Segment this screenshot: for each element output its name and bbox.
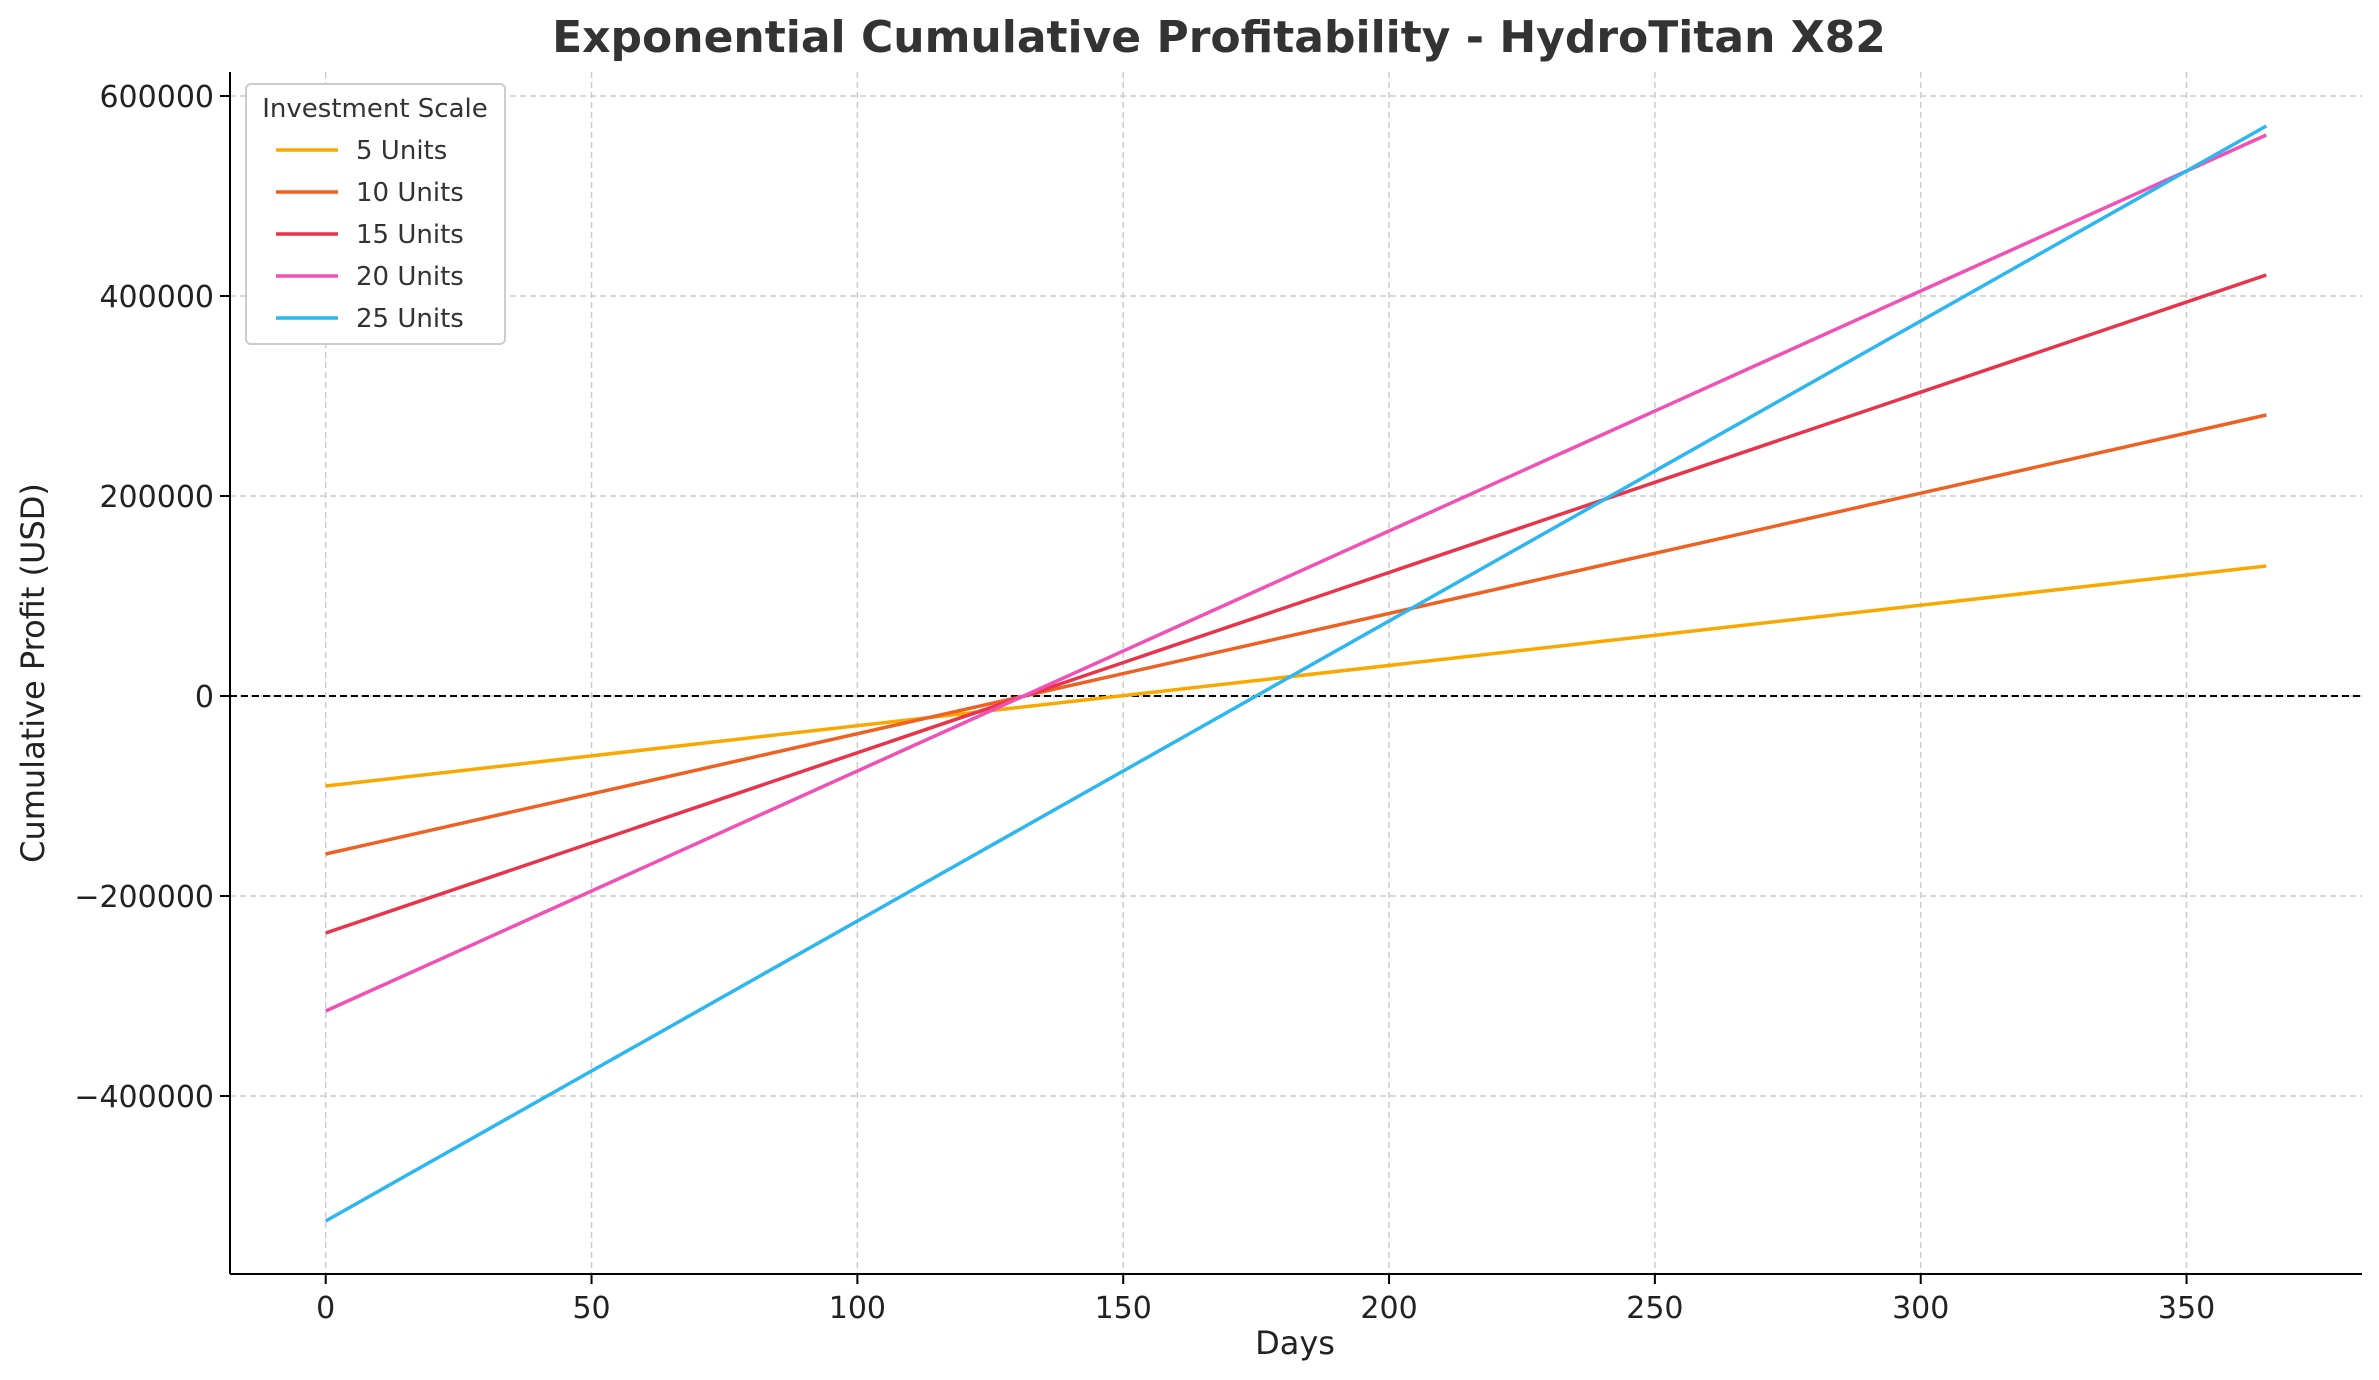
y-tick-label: 200000: [99, 480, 214, 515]
y-tick-label: 600000: [99, 80, 214, 115]
y-ticks: −400000 −200000 0 200000 400000 600000: [74, 80, 230, 1115]
x-tick-label: 0: [316, 1291, 335, 1326]
series-line-20-units: [324, 133, 2268, 1013]
legend-label-20-units: 20 Units: [356, 262, 464, 292]
x-tick-label: 150: [1095, 1291, 1152, 1326]
x-tick-label: 50: [572, 1291, 610, 1326]
legend: Investment Scale 5 Units 10 Units 15 Units…: [245, 83, 506, 345]
chart-title: Exponential Cumulative Profitability - H…: [552, 12, 1886, 63]
legend-label-15-units: 15 Units: [356, 220, 464, 250]
legend-label-10-units: 10 Units: [356, 178, 464, 208]
x-ticks: 0 50 100 150 200 250 300 350: [316, 1274, 2215, 1326]
x-tick-label: 250: [1626, 1291, 1683, 1326]
y-tick-label: −400000: [74, 1080, 214, 1115]
y-axis-label: Cumulative Profit (USD): [14, 483, 52, 863]
y-tick-label: 0: [195, 680, 214, 715]
x-axis-label: Days: [1255, 1324, 1335, 1362]
legend-label-5-units: 5 Units: [356, 136, 447, 166]
legend-label-25-units: 25 Units: [356, 304, 464, 334]
x-tick-label: 200: [1360, 1291, 1417, 1326]
series-line-5-units: [325, 564, 2267, 788]
y-tick-label: 400000: [99, 280, 214, 315]
series-lines: [324, 124, 2268, 1223]
series-line-15-units: [325, 273, 2267, 935]
x-tick-label: 350: [2158, 1291, 2215, 1326]
y-tick-label: −200000: [74, 880, 214, 915]
x-tick-label: 100: [829, 1291, 886, 1326]
series-line-25-units: [324, 124, 2268, 1223]
legend-title: Investment Scale: [262, 94, 487, 124]
legend-items: 5 Units 10 Units 15 Units 20 Units 25 Units: [276, 136, 464, 334]
series-line-10-units: [325, 413, 2267, 856]
x-tick-label: 300: [1892, 1291, 1949, 1326]
